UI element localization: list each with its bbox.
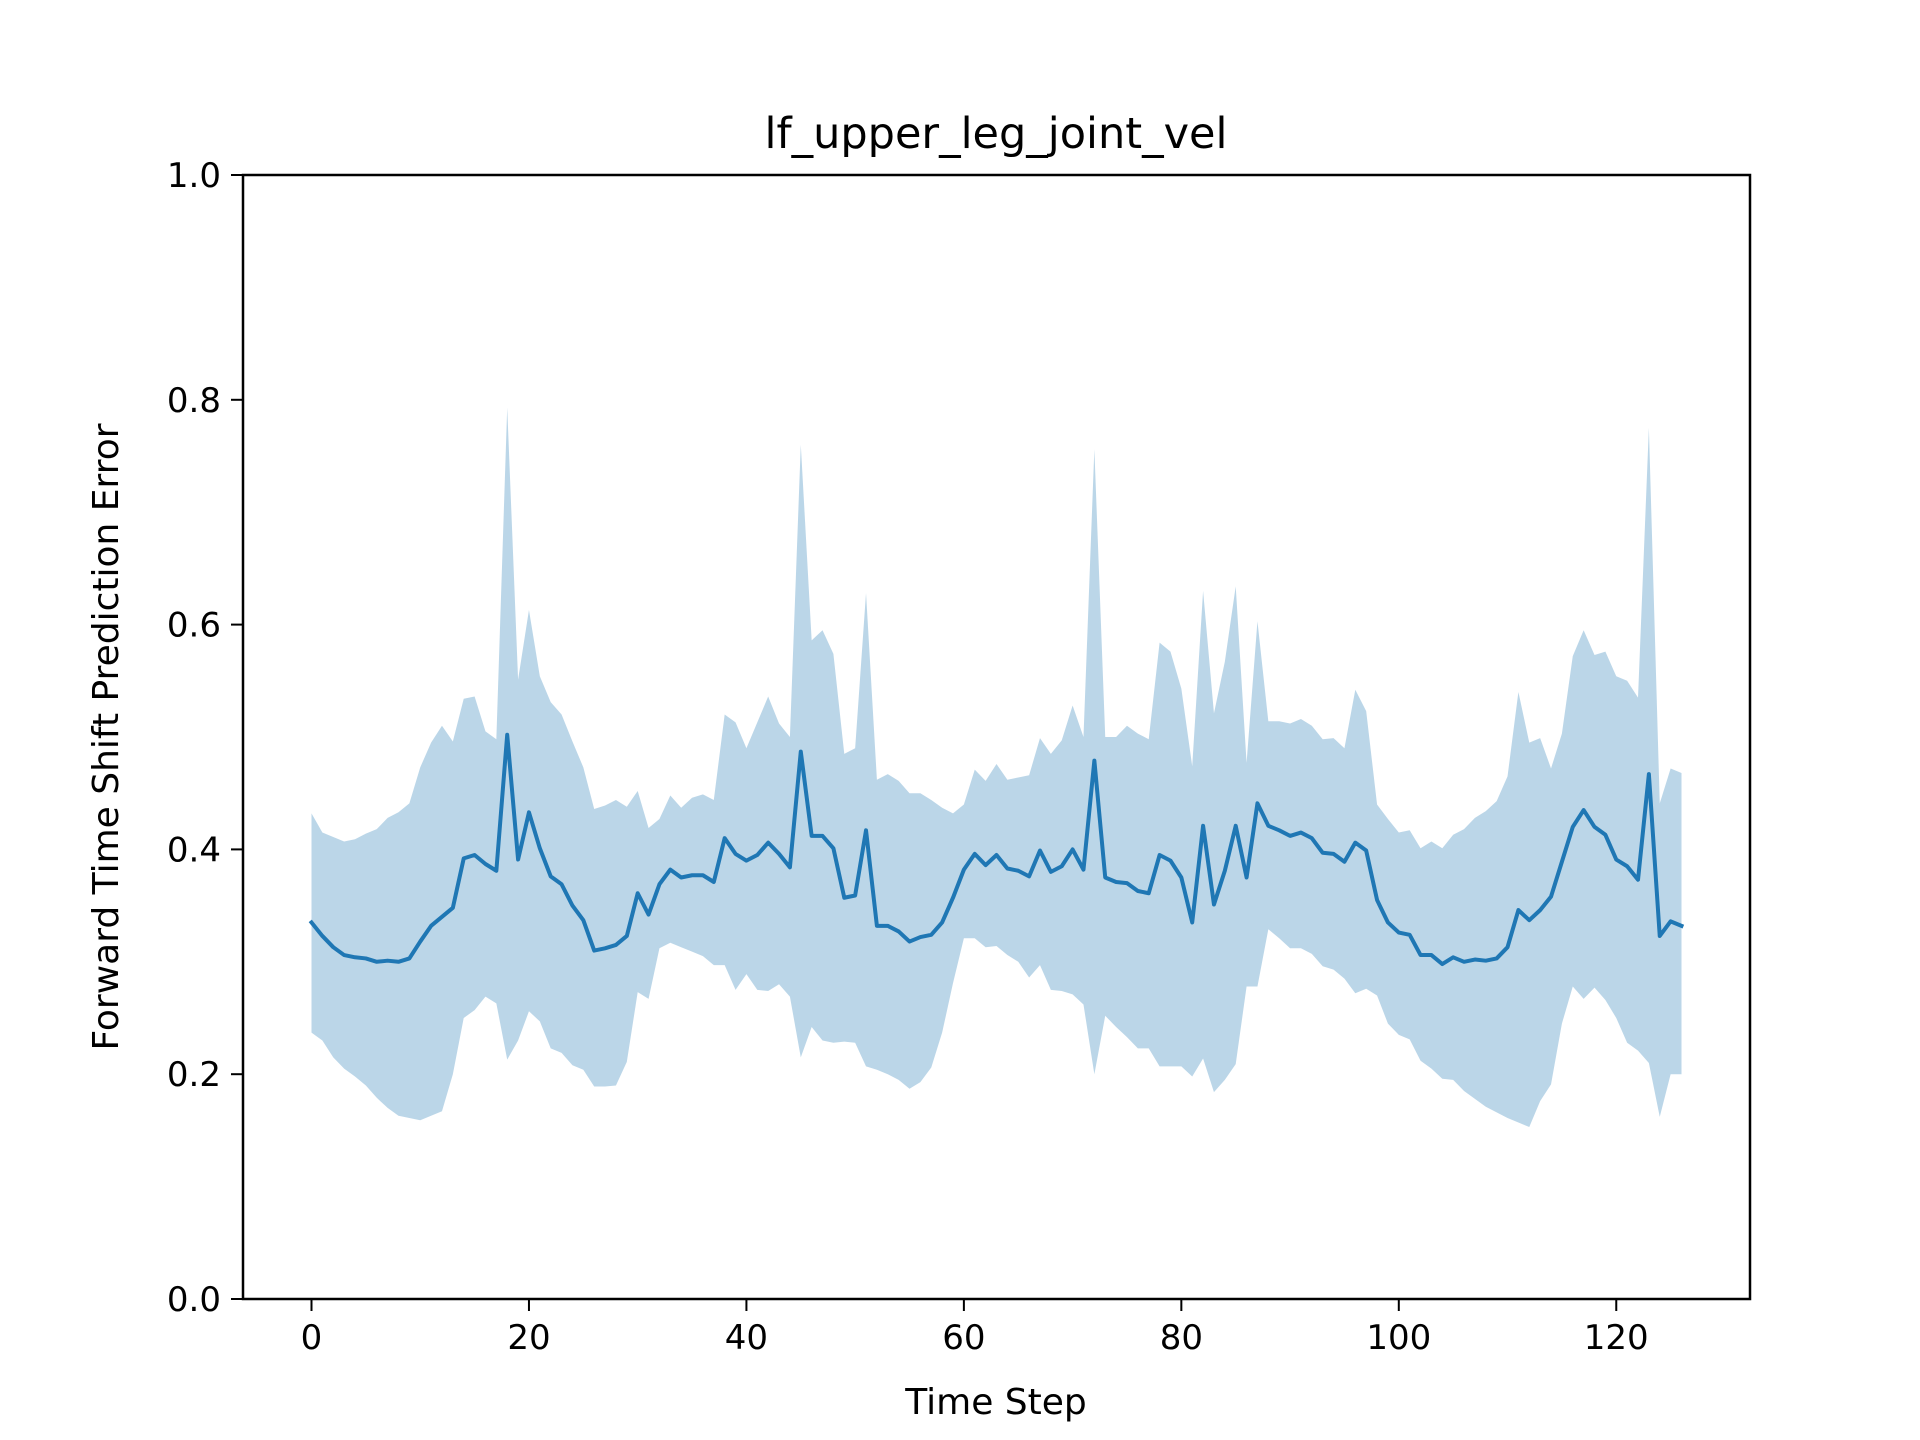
axes-frame	[241, 173, 1752, 1301]
x-tick-label: 60	[942, 1318, 985, 1358]
y-tick-label: 0.4	[167, 830, 221, 870]
x-tick-label: 0	[301, 1318, 323, 1358]
x-tick-label: 20	[507, 1318, 550, 1358]
y-tick-label: 0.6	[167, 606, 221, 646]
mean-line	[308, 732, 1685, 967]
y-tick-label: 1.0	[167, 156, 221, 196]
x-tick-label: 120	[1584, 1318, 1649, 1358]
y-tick-label: 0.2	[167, 1055, 221, 1095]
confidence-band	[311, 407, 1682, 1128]
x-axis-ticks: 0 20 40 60 80 100 120	[301, 1299, 1649, 1358]
x-tick-label: 80	[1160, 1318, 1203, 1358]
x-axis-label: Time Step	[904, 1382, 1087, 1423]
y-axis-ticks: 0.0 0.2 0.4 0.6 0.8 1.0	[167, 156, 243, 1320]
plot-area	[308, 407, 1685, 1128]
y-tick-label: 0.8	[167, 381, 221, 421]
chart-title: lf_upper_leg_joint_vel	[765, 109, 1228, 159]
x-tick-label: 40	[725, 1318, 768, 1358]
x-tick-label: 100	[1366, 1318, 1431, 1358]
y-axis-label: Forward Time Shift Prediction Error	[86, 423, 127, 1050]
y-tick-label: 0.0	[167, 1280, 221, 1320]
